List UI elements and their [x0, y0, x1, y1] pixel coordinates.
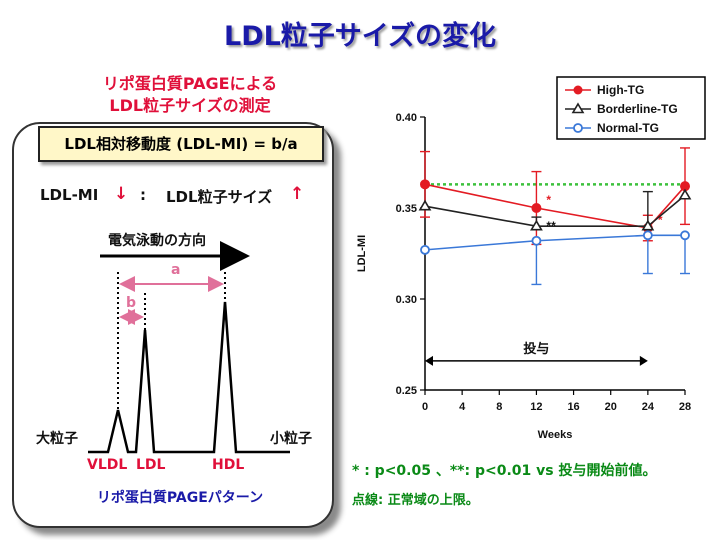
peak-label-ldl: LDL: [136, 457, 166, 473]
series-line-Borderline-TG: [424, 194, 686, 227]
point-Borderline-TG: [641, 219, 655, 231]
legend-marker: [571, 102, 585, 114]
y-tick-label: 0.30: [396, 294, 417, 306]
x-tick-label: 4: [459, 401, 466, 413]
legend-label: Normal-TG: [597, 121, 659, 135]
relation-ldl-mi: LDL-MI: [40, 186, 99, 204]
point-Normal-TG: [420, 244, 430, 255]
small-particle-label: 小粒子: [270, 431, 312, 447]
significance-footnote: * : p<0.05 、**: p<0.01 vs 投与開始前値。: [352, 460, 656, 480]
electrophoresis-trace: [88, 301, 290, 454]
legend-label: Borderline-TG: [597, 102, 678, 116]
up-arrow-icon: ↑: [290, 184, 305, 204]
panel-heading-line2: LDL粒子サイズの測定: [109, 96, 271, 115]
series-line-Normal-TG: [424, 234, 685, 251]
treatment-arrow-right-head: [639, 355, 648, 366]
panel-heading-line1: リポ蛋白質PAGEによる: [102, 74, 278, 93]
point-Normal-TG: [680, 230, 690, 241]
page-diagram-panel: [12, 122, 334, 528]
y-tick-label: 0.40: [396, 112, 417, 124]
direction-label: 電気泳動の方向: [108, 233, 206, 249]
x-tick-label: 8: [496, 401, 502, 413]
label-b: b: [126, 295, 137, 311]
significance-mark: *: [658, 213, 663, 227]
point-High-TG: [531, 203, 542, 213]
significance-mark: *: [546, 193, 551, 207]
x-tick-label: 24: [642, 401, 655, 413]
x-tick-label: 16: [567, 401, 579, 413]
treatment-arrow-left-head: [425, 355, 433, 366]
significance-footnote-text: * : p<0.05 、**: p<0.01 vs 投与開始前値。: [352, 463, 657, 479]
legend-marker: [573, 123, 583, 133]
page-pattern-diagram: [88, 241, 290, 454]
y-tick-label: 0.35: [396, 203, 417, 215]
x-axis-label: Weeks: [538, 429, 573, 441]
legend-label: High-TG: [597, 83, 644, 97]
x-tick-label: 28: [679, 401, 691, 413]
formula-box: LDL相対移動度 (LDL-MI) = b/a: [38, 126, 324, 162]
y-tick-label: 0.25: [396, 385, 417, 397]
down-arrow-icon: ↓: [114, 184, 129, 204]
treatment-label: 投与: [523, 341, 549, 356]
point-Borderline-TG: [418, 199, 432, 211]
legend-marker: [573, 85, 583, 95]
dotted-line-footnote: 点線: 正常域の上限。: [352, 493, 479, 508]
x-tick-label: 12: [530, 401, 542, 413]
point-High-TG: [420, 179, 430, 190]
series-line-High-TG: [424, 183, 686, 229]
x-tick-label: 0: [422, 401, 428, 413]
relation-separator: :: [140, 186, 146, 204]
point-Borderline-TG: [678, 188, 692, 200]
peak-label-hdl: HDL: [212, 457, 245, 473]
panel-caption: リポ蛋白質PAGEパターン: [96, 490, 264, 506]
large-particle-label: 大粒子: [36, 431, 78, 447]
ldl-mi-chart: 0.25 0.30 0.35 0.40 0 4 8 12 16 20 24 28 Weeks LDL-MI…: [356, 76, 706, 441]
x-tick-label: 20: [605, 401, 617, 413]
label-a: a: [171, 262, 181, 278]
point-Borderline-TG: [530, 219, 543, 231]
point-Normal-TG: [642, 230, 653, 241]
y-axis-label: LDL-MI: [356, 235, 368, 272]
slide-title: LDL粒子サイズの変化: [223, 21, 496, 52]
relation-particle-size: LDL粒子サイズ: [166, 188, 273, 206]
peak-label-vldl: VLDL: [87, 457, 128, 473]
significance-mark: **: [546, 219, 556, 233]
point-Normal-TG: [531, 235, 542, 246]
